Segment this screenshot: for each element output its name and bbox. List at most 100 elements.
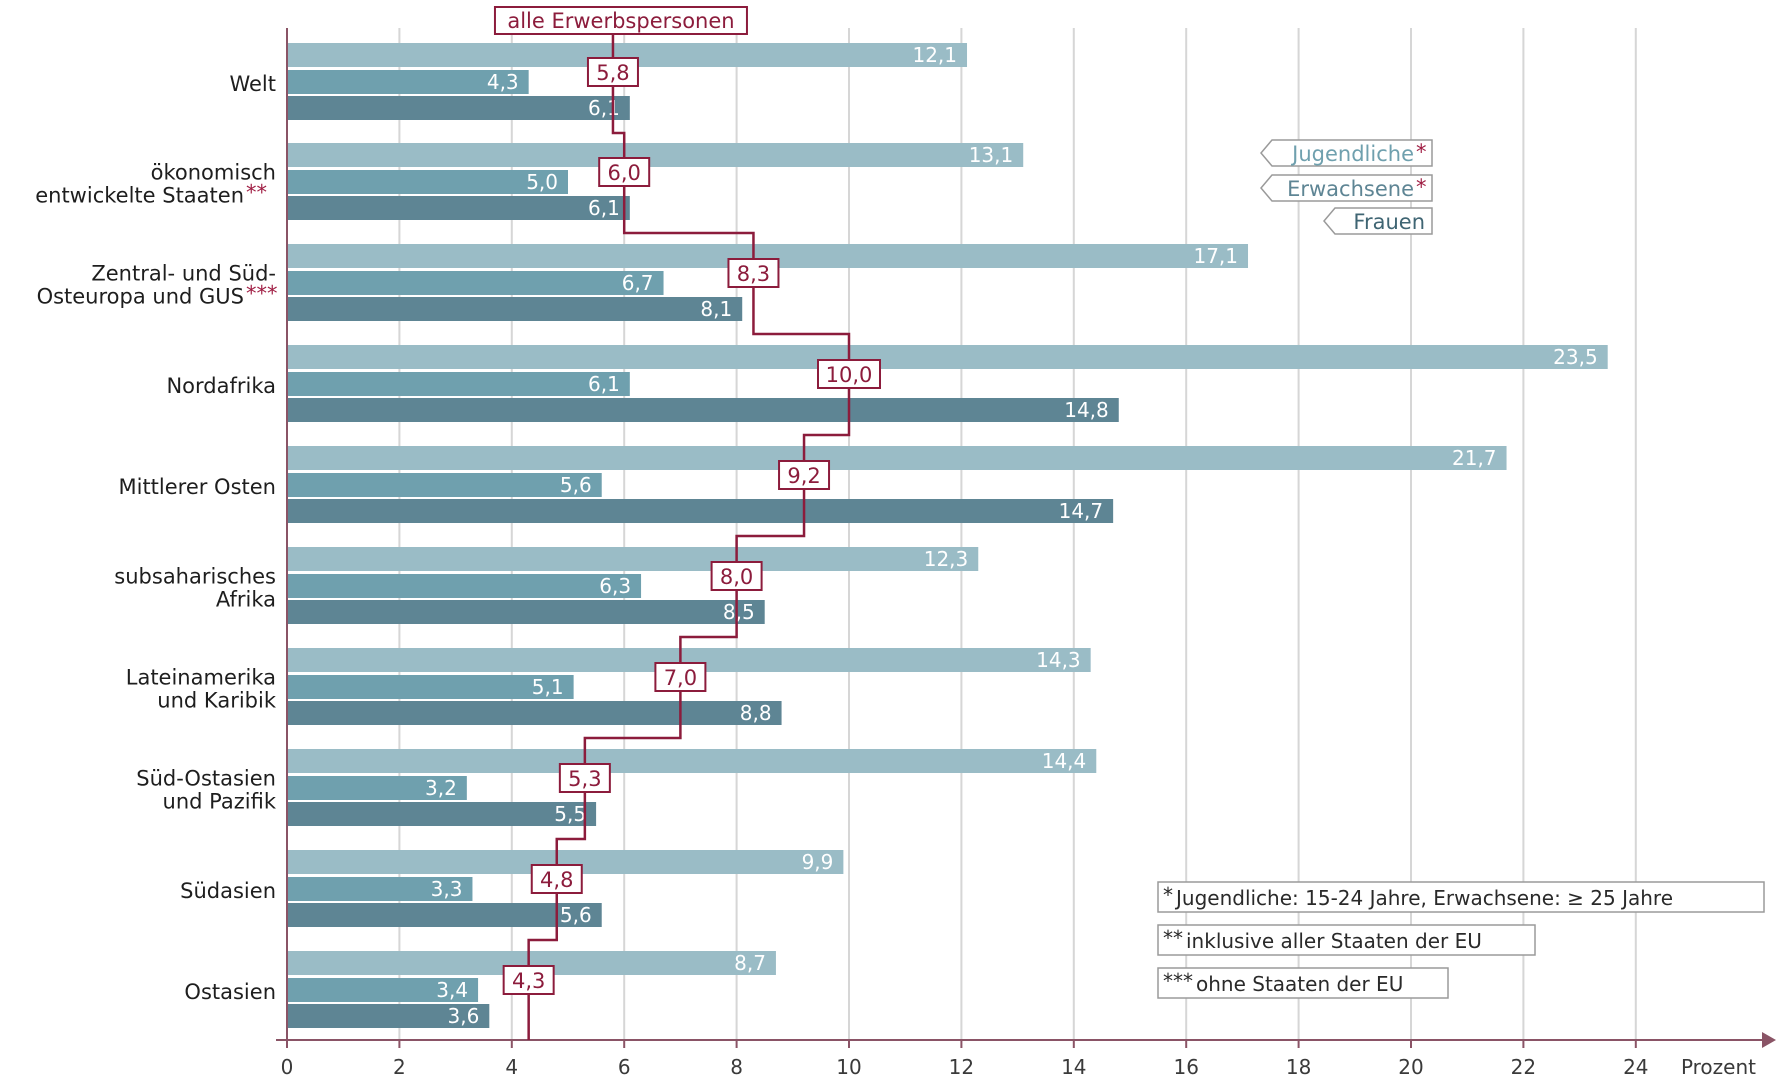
x-tick-label: 16 xyxy=(1173,1055,1198,1079)
bar xyxy=(287,877,473,901)
bar-value-label: 6,3 xyxy=(599,574,631,598)
x-tick-label: 2 xyxy=(393,1055,406,1079)
bar-value-label: 8,7 xyxy=(734,951,766,975)
category-footnote-mark: *** xyxy=(246,282,278,306)
bar-value-label: 8,1 xyxy=(700,297,732,321)
all-workers-value-label: 8,0 xyxy=(720,565,753,589)
category-label: Welt xyxy=(229,72,276,96)
bar-value-label: 3,3 xyxy=(431,877,463,901)
bar-value-label: 17,1 xyxy=(1193,244,1238,268)
category-footnote-mark: ** xyxy=(246,181,267,205)
all-workers-value-box xyxy=(530,864,583,894)
legend-item-label: Erwachsene xyxy=(1287,177,1414,201)
legend: Jugendliche *Erwachsene * Frauen xyxy=(1260,139,1433,235)
bars: 12,1 13,1 17,1 23,5 21,7 12,3 14,3 14,4 9,9 8,7 4,… xyxy=(287,43,1608,1028)
bar xyxy=(287,372,630,396)
bar xyxy=(287,574,642,598)
footnote-box xyxy=(1157,967,1449,999)
legend-item-box xyxy=(1323,207,1433,235)
bar xyxy=(287,600,765,624)
bar-value-label: 14,4 xyxy=(1042,749,1087,773)
footnote-mark: ** xyxy=(1163,926,1183,950)
category-label: entwickelte Staaten xyxy=(35,184,244,208)
all-workers-value-label: 9,2 xyxy=(787,464,820,488)
legend-item-box xyxy=(1260,174,1433,202)
category-label: subsaharisches xyxy=(114,565,276,589)
footnote-text: ohne Staaten der EU xyxy=(1196,972,1403,996)
all-workers-value-box xyxy=(778,460,831,490)
legend-item-label: Frauen xyxy=(1353,210,1425,234)
bar-value-label: 4,3 xyxy=(487,70,519,94)
bar xyxy=(287,96,630,120)
legend-footnote-mark: * xyxy=(1416,140,1427,164)
x-tick-label: 10 xyxy=(836,1055,861,1079)
category-label: Süd-Ostasien xyxy=(136,767,276,791)
all-workers-name-label: alle Erwerbspersonen xyxy=(507,9,734,33)
bar xyxy=(287,297,743,321)
bar-value-label: 23,5 xyxy=(1553,345,1598,369)
all-workers-value-label: 4,3 xyxy=(512,969,545,993)
all-workers-value-box xyxy=(654,662,707,692)
bar xyxy=(287,473,602,497)
bar-value-label: 5,6 xyxy=(560,473,592,497)
all-workers-value-box xyxy=(710,561,763,591)
all-workers-value-box xyxy=(558,763,611,793)
all-workers-value-label: 6,0 xyxy=(607,161,640,185)
bar xyxy=(287,547,979,571)
bar-value-label: 12,1 xyxy=(912,43,957,67)
bar-value-label: 14,7 xyxy=(1059,499,1104,523)
bar-value-label: 3,6 xyxy=(448,1004,480,1028)
bar-value-label: 3,4 xyxy=(436,978,468,1002)
category-label: Afrika xyxy=(216,588,276,612)
category-label: Südasien xyxy=(180,879,276,903)
bar-value-label: 6,1 xyxy=(588,96,620,120)
all-workers-value-box xyxy=(817,359,881,389)
bar-value-label: 14,3 xyxy=(1036,648,1081,672)
category-label: und Pazifik xyxy=(163,790,277,814)
bar xyxy=(287,345,1608,369)
footnotes: * Jugendliche: 15-24 Jahre, Erwachsene: ≥… xyxy=(1157,881,1765,999)
bar-value-label: 5,5 xyxy=(554,802,586,826)
x-tick-label: 14 xyxy=(1061,1055,1086,1079)
category-label: Lateinamerika xyxy=(126,666,276,690)
legend-footnote-mark: * xyxy=(1416,175,1427,199)
footnote-mark: *** xyxy=(1163,969,1193,993)
footnote-text: inklusive aller Staaten der EU xyxy=(1186,929,1482,953)
bar xyxy=(287,271,664,295)
bar xyxy=(287,499,1114,523)
category-label: Ostasien xyxy=(184,980,276,1004)
all-workers-value-box xyxy=(502,965,555,995)
category-label: Osteuropa und GUS xyxy=(37,285,244,309)
category-label: ökonomisch xyxy=(151,161,276,185)
x-axis-unit-label: Prozent xyxy=(1681,1055,1756,1079)
all-workers-value-label: 10,0 xyxy=(826,363,873,387)
bar xyxy=(287,802,597,826)
bar-value-label: 14,8 xyxy=(1064,398,1109,422)
bar xyxy=(287,1004,490,1028)
legend-item-label: Jugendliche xyxy=(1290,142,1414,166)
all-workers-value-box xyxy=(727,258,780,288)
footnote-mark: * xyxy=(1163,883,1173,907)
x-axis-arrow xyxy=(1762,1032,1776,1048)
bar xyxy=(287,701,782,725)
x-tick-label: 18 xyxy=(1286,1055,1311,1079)
x-axis: 0 2 4 6 8 10 12 14 16 18 20 22 24 Prozent xyxy=(276,28,1776,1079)
bar-value-label: 6,1 xyxy=(588,372,620,396)
bar-value-label: 21,7 xyxy=(1452,446,1497,470)
all-workers-value-label: 7,0 xyxy=(664,666,697,690)
category-label: Zentral- und Süd- xyxy=(91,262,276,286)
footnote-text: Jugendliche: 15-24 Jahre, Erwachsene: ≥ … xyxy=(1174,886,1673,910)
bar xyxy=(287,675,574,699)
category-label: Mittlerer Osten xyxy=(118,475,276,499)
bar xyxy=(287,749,1097,773)
x-tick-label: 0 xyxy=(281,1055,294,1079)
all-workers-name-box xyxy=(493,6,748,35)
x-tick-label: 6 xyxy=(618,1055,631,1079)
all-workers-value-label: 5,3 xyxy=(568,767,601,791)
bar-value-label: 5,1 xyxy=(532,675,564,699)
bar xyxy=(287,446,1507,470)
footnote-box xyxy=(1157,881,1765,913)
legend-item-box xyxy=(1260,139,1433,167)
bar-value-label: 5,6 xyxy=(560,903,592,927)
